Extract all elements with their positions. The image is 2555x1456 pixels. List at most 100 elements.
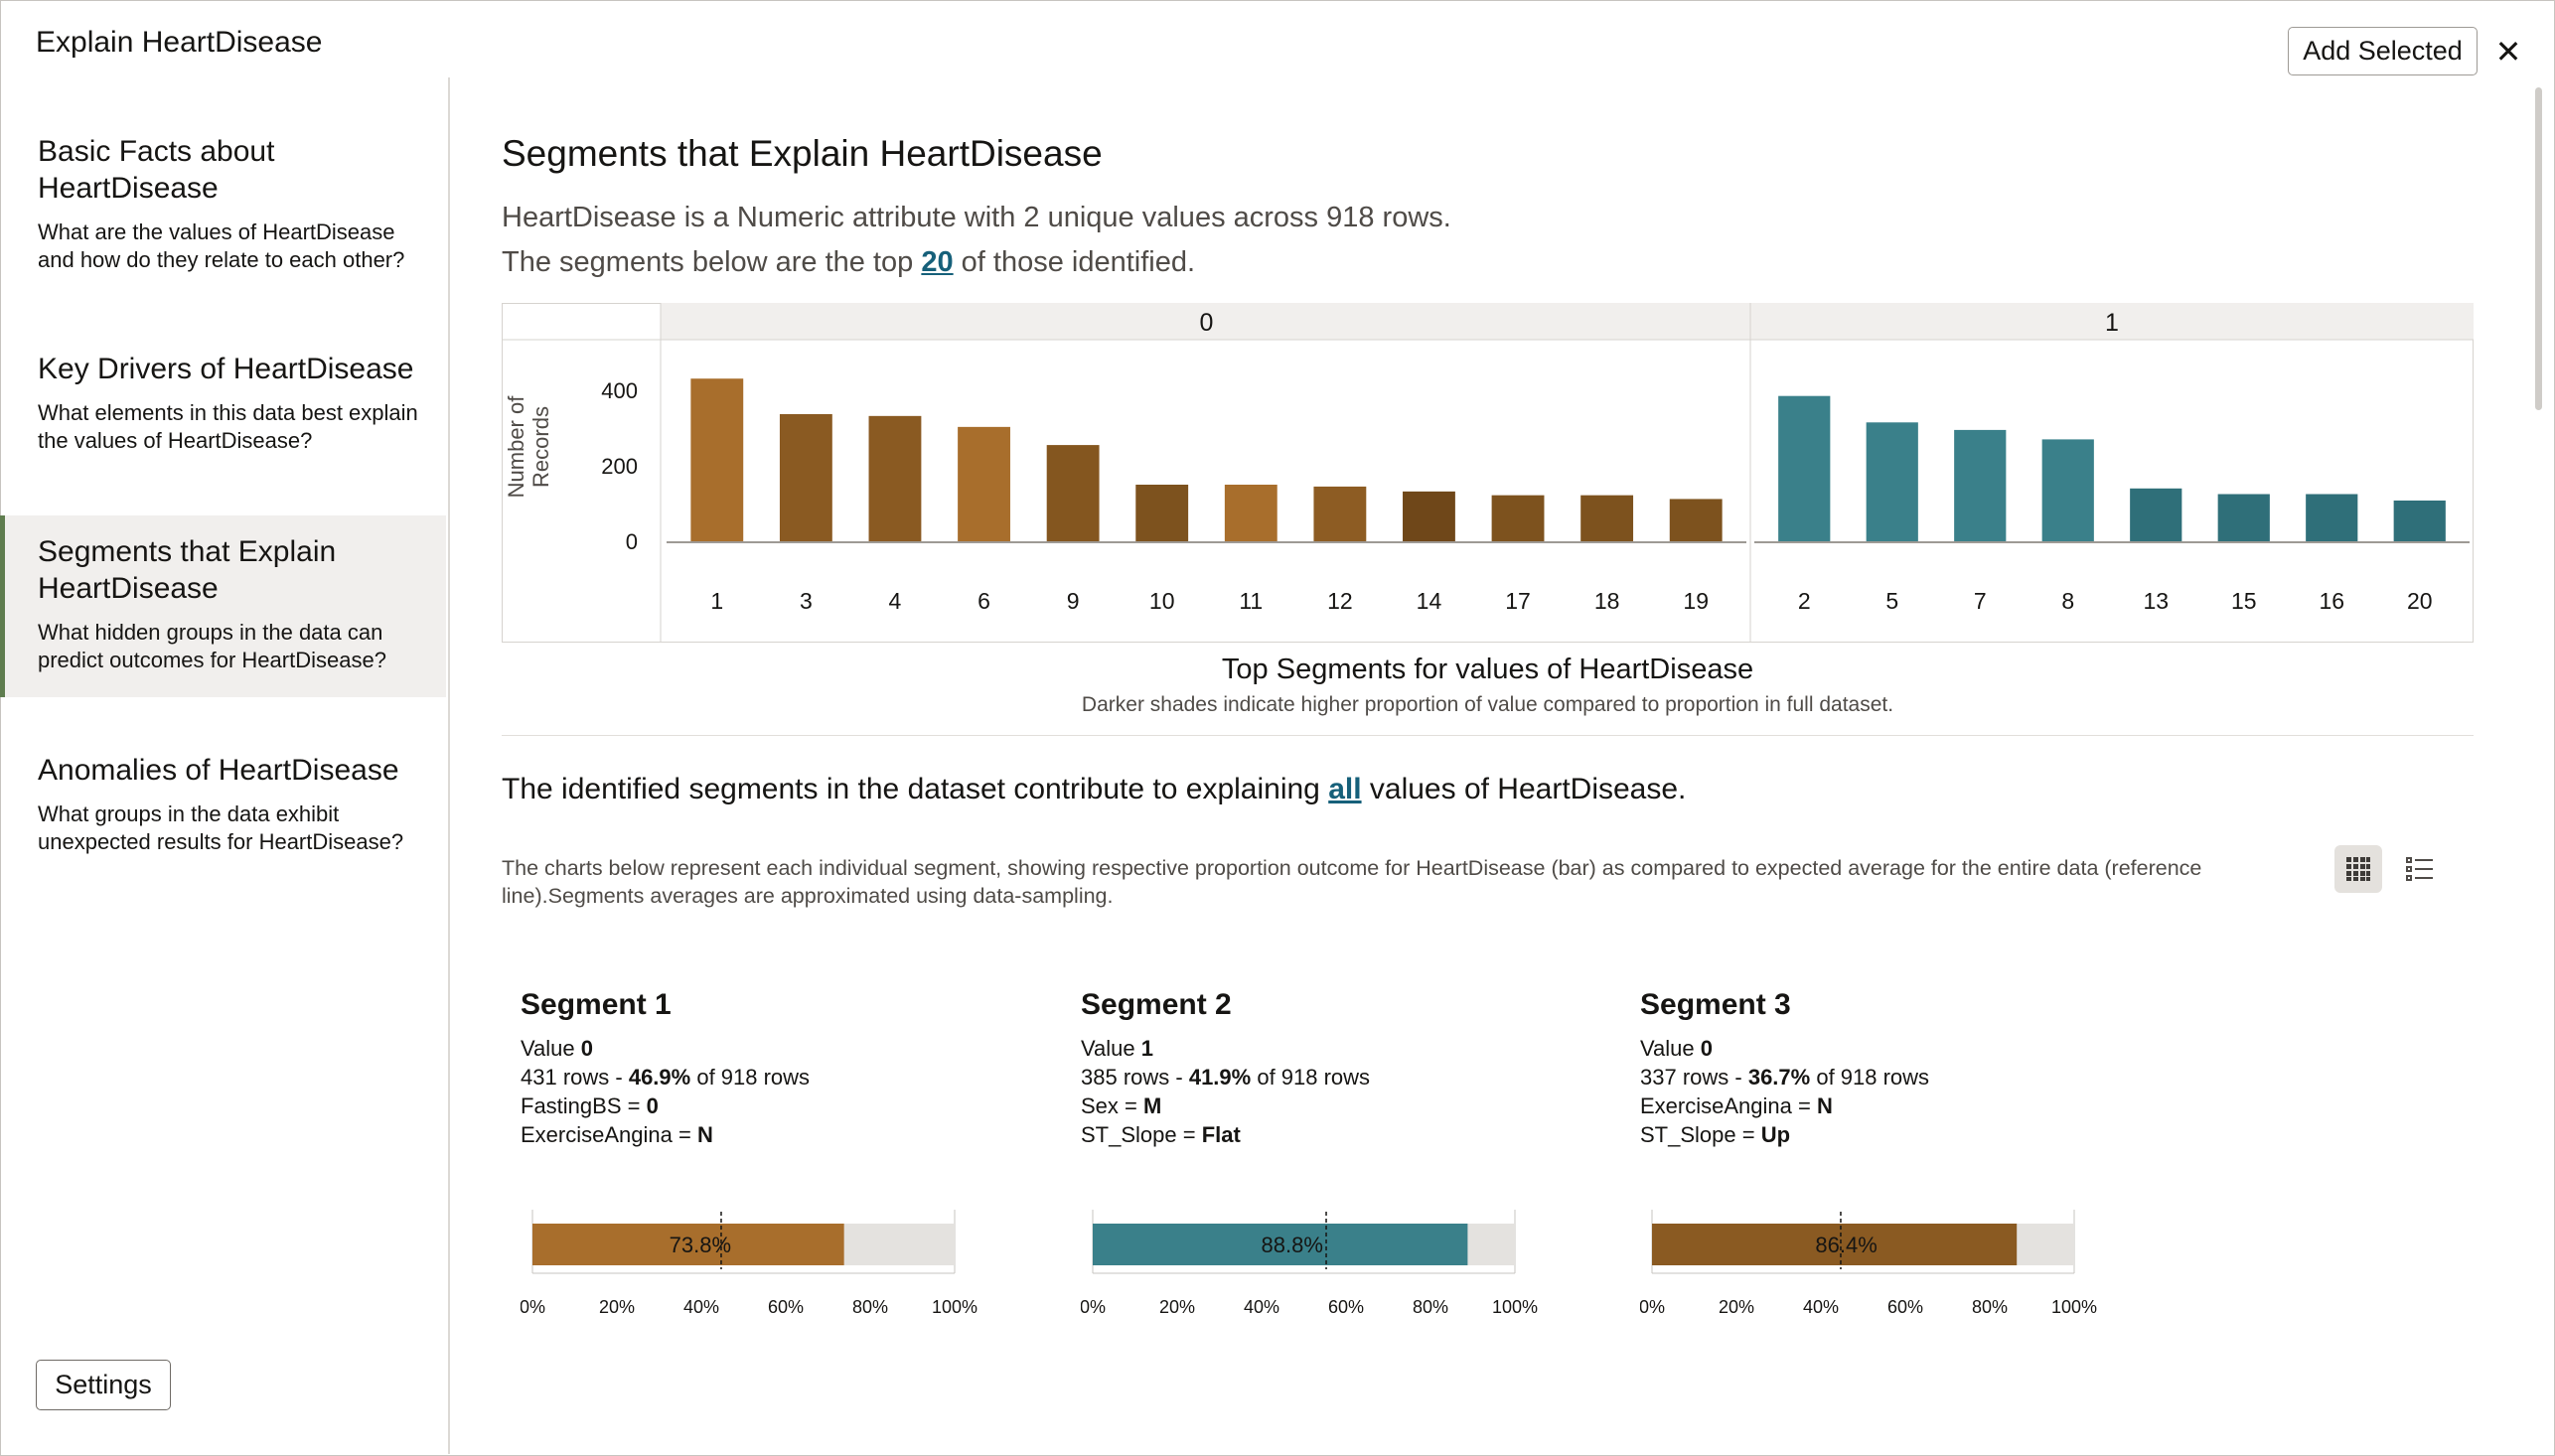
sidebar-item-segments[interactable]: Segments that Explain HeartDisease What … xyxy=(0,515,446,697)
close-icon[interactable]: ✕ xyxy=(2494,34,2522,70)
sidebar-item-anomalies[interactable]: Anomalies of HeartDisease What groups in… xyxy=(0,752,446,856)
x-tick-label: 4 xyxy=(889,588,902,614)
x-tick-label: 8 xyxy=(2061,588,2074,614)
sidebar-item-key-drivers[interactable]: Key Drivers of HeartDisease What element… xyxy=(0,351,446,455)
bar-segment-6 xyxy=(958,426,1010,541)
x-tick-label: 40% xyxy=(683,1297,719,1317)
x-tick-label: 0% xyxy=(521,1297,545,1317)
settings-button[interactable]: Settings xyxy=(36,1360,171,1410)
segment-3-proportion-chart: 86.4% 0% 20% 40% 60% 80% 100% xyxy=(1640,1210,2097,1317)
y-tick-label: 400 xyxy=(601,378,638,403)
segment-value-number: 0 xyxy=(1700,1036,1713,1061)
segment-value: Value 1 xyxy=(1081,1034,1597,1063)
segment-condition-value: N xyxy=(1816,1093,1833,1118)
y-tick-label: 200 xyxy=(601,454,638,479)
x-tick-label: 1 xyxy=(710,588,723,614)
bar-segment-15 xyxy=(2217,494,2270,541)
segment-value: Value 0 xyxy=(521,1034,1037,1063)
segment-rows-post: of 918 rows xyxy=(1251,1065,1371,1090)
bar-segment-17 xyxy=(1491,495,1545,541)
segment-condition-attr: Sex = xyxy=(1081,1093,1143,1118)
bar-segment-16 xyxy=(2306,494,2358,541)
bar-segment-13 xyxy=(2130,488,2182,541)
segment-rows-pre: 385 rows - xyxy=(1081,1065,1189,1090)
x-tick-label: 60% xyxy=(768,1297,804,1317)
segment-value: Value 0 xyxy=(1640,1034,2157,1063)
window-title: Explain HeartDisease xyxy=(36,26,323,59)
list-view-icon xyxy=(2406,857,2433,881)
explain-statement: The identified segments in the dataset c… xyxy=(502,773,1686,806)
all-values-link[interactable]: all xyxy=(1328,773,1362,805)
x-tick-label: 15 xyxy=(2231,588,2257,614)
bar-segment-8 xyxy=(2041,439,2094,541)
vertical-scrollbar[interactable] xyxy=(2535,87,2542,410)
x-tick-label: 11 xyxy=(1239,588,1263,614)
proportion-label: 88.8% xyxy=(1262,1233,1323,1257)
segment-card-1[interactable]: Segment 1 Value 0 431 rows - 46.9% of 91… xyxy=(521,988,1037,1149)
segment-card-2[interactable]: Segment 2 Value 1 385 rows - 41.9% of 91… xyxy=(1081,988,1597,1149)
segment-card-3[interactable]: Segment 3 Value 0 337 rows - 36.7% of 91… xyxy=(1640,988,2157,1149)
x-tick-label: 12 xyxy=(1327,588,1353,614)
x-tick-label: 60% xyxy=(1887,1297,1923,1317)
bar-segment-19 xyxy=(1669,499,1723,541)
x-tick-label: 17 xyxy=(1505,588,1531,614)
top-count-link[interactable]: 20 xyxy=(921,246,954,278)
summary-text: of those identified. xyxy=(953,246,1196,278)
segment-rows-post: of 918 rows xyxy=(690,1065,811,1090)
bar-segment-10 xyxy=(1135,485,1189,541)
list-view-button[interactable] xyxy=(2396,845,2444,893)
x-tick-label: 20% xyxy=(1159,1297,1195,1317)
segment-condition: ExerciseAngina = N xyxy=(1640,1092,2157,1120)
x-tick-label: 2 xyxy=(1798,588,1811,614)
segment-name: Segment 1 xyxy=(521,988,672,1021)
segment-condition-attr: ExerciseAngina = xyxy=(1640,1093,1817,1118)
segment-rows-pre: 431 rows - xyxy=(521,1065,629,1090)
x-tick-label: 20 xyxy=(2407,588,2433,614)
summary-text: The segments below are the top xyxy=(502,246,922,278)
segment-condition-value: 0 xyxy=(646,1093,659,1118)
bar-segment-9 xyxy=(1046,445,1100,541)
segment-rows-pre: 337 rows - xyxy=(1640,1065,1748,1090)
x-tick-label: 7 xyxy=(1974,588,1987,614)
segment-2-proportion-chart: 88.8% 0% 20% 40% 60% 80% 100% xyxy=(1081,1210,1538,1317)
segment-rows-pct: 46.9% xyxy=(628,1065,691,1090)
x-tick-label: 10 xyxy=(1149,588,1175,614)
segment-condition-value: M xyxy=(1142,1093,1162,1118)
segment-rows: 431 rows - 46.9% of 918 rows xyxy=(521,1063,1037,1092)
sidebar-item-title: Anomalies of HeartDisease xyxy=(38,754,399,787)
page-title: Segments that Explain HeartDisease xyxy=(502,133,1103,174)
segment-condition-value: Flat xyxy=(1201,1122,1241,1147)
summary-line-2: The segments below are the top 20 of tho… xyxy=(502,246,1195,279)
bar-segment-2 xyxy=(1778,395,1831,541)
x-tick-label: 80% xyxy=(1972,1297,2008,1317)
segment-rows-post: of 918 rows xyxy=(1810,1065,1930,1090)
sidebar-item-desc: What groups in the data exhibit unexpect… xyxy=(38,801,404,854)
bar-segment-3 xyxy=(779,413,832,541)
segment-condition: FastingBS = 0 xyxy=(521,1092,1037,1120)
explain-text: The identified segments in the dataset c… xyxy=(502,773,1329,805)
x-tick-label: 13 xyxy=(2143,588,2169,614)
grid-view-button[interactable] xyxy=(2334,845,2382,893)
explain-text: values of HeartDisease. xyxy=(1361,773,1687,805)
bar-segment-14 xyxy=(1403,491,1455,541)
segment-value-number: 1 xyxy=(1140,1036,1153,1061)
segment-condition: ExerciseAngina = N xyxy=(521,1120,1037,1149)
divider xyxy=(502,735,2474,736)
segment-condition-attr: ExerciseAngina = xyxy=(521,1122,697,1147)
x-tick-label: 5 xyxy=(1885,588,1898,614)
x-tick-label: 80% xyxy=(1413,1297,1448,1317)
sidebar-item-basic-facts[interactable]: Basic Facts about HeartDisease What are … xyxy=(0,133,446,274)
segment-rows: 337 rows - 36.7% of 918 rows xyxy=(1640,1063,2157,1092)
segment-charts-description: The charts below represent each individu… xyxy=(502,856,2202,908)
sidebar: Basic Facts about HeartDisease What are … xyxy=(0,77,450,1454)
sidebar-item-desc: What are the values of HeartDisease and … xyxy=(38,219,405,272)
x-tick-label: 20% xyxy=(1719,1297,1754,1317)
segment-condition: Sex = M xyxy=(1081,1092,1597,1120)
x-tick-label: 16 xyxy=(2319,588,2344,614)
add-selected-button[interactable]: Add Selected xyxy=(2288,27,2478,75)
grid-view-icon xyxy=(2346,857,2370,881)
segment-name: Segment 2 xyxy=(1081,988,1232,1021)
panel-header-label: 0 xyxy=(1200,309,1214,337)
segment-condition-value: Up xyxy=(1760,1122,1791,1147)
